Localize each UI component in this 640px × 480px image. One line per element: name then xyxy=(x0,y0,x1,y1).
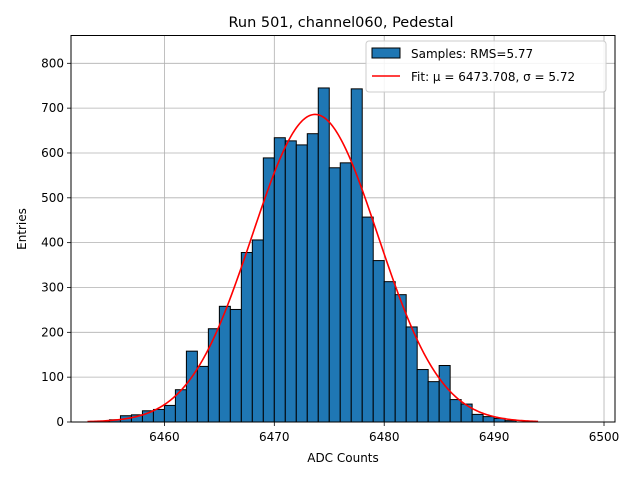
histogram-bar xyxy=(306,133,319,423)
y-tick-label: 500 xyxy=(41,191,64,205)
legend: Samples: RMS=5.77 Fit: μ = 6473.708, σ =… xyxy=(365,40,607,93)
histogram-bar xyxy=(196,365,209,423)
histogram-bar xyxy=(361,216,374,423)
histogram-bar xyxy=(405,326,418,423)
histogram-bar xyxy=(152,408,165,423)
histogram-bar xyxy=(372,260,385,423)
histogram-bar xyxy=(251,239,264,423)
histogram-bar xyxy=(207,328,220,423)
histogram-bar xyxy=(218,305,231,423)
x-tick-label: 6460 xyxy=(149,430,180,444)
x-tick-label: 6480 xyxy=(369,430,400,444)
y-tick-label: 600 xyxy=(41,146,64,160)
histogram-bar xyxy=(273,137,286,423)
legend-fit-label: Fit: μ = 6473.708, σ = 5.72 xyxy=(411,70,575,84)
y-tick-label: 100 xyxy=(41,370,64,384)
y-tick-label: 0 xyxy=(56,415,64,429)
histogram-bar xyxy=(339,162,352,423)
histogram-bar xyxy=(394,294,407,423)
histogram-bar xyxy=(229,308,242,423)
x-tick-label: 6470 xyxy=(259,430,290,444)
y-tick-label: 200 xyxy=(41,325,64,339)
chart-title: Run 501, channel060, Pedestal xyxy=(228,15,453,31)
gaussian-fit-curve xyxy=(87,113,539,423)
y-axis-ticks: 0 100 200 300 400 500 600 700 800 xyxy=(41,56,71,429)
histogram-bar xyxy=(295,144,308,423)
x-tick-label: 6500 xyxy=(589,430,620,444)
plot-frame xyxy=(70,35,616,423)
histogram-bar xyxy=(482,416,495,423)
histogram-bar xyxy=(350,88,363,423)
histogram-bar xyxy=(383,281,396,423)
x-axis-label: ADC Counts xyxy=(307,451,379,465)
y-tick-label: 700 xyxy=(41,101,64,115)
legend-box xyxy=(365,40,607,93)
y-tick-label: 300 xyxy=(41,280,64,294)
y-axis-label: Entries xyxy=(15,208,29,250)
histogram-bar xyxy=(471,413,484,423)
x-tick-label: 6490 xyxy=(479,430,510,444)
histogram-bar xyxy=(449,399,462,423)
x-axis-ticks: 6460 6470 6480 6490 6500 xyxy=(149,422,619,444)
histogram-bar xyxy=(163,404,176,423)
y-tick-label: 800 xyxy=(41,56,64,70)
histogram-bar xyxy=(438,365,451,423)
histogram-bar xyxy=(328,167,341,423)
histogram-bar xyxy=(427,381,440,423)
histogram-bar xyxy=(416,369,429,423)
histogram-bar xyxy=(317,87,330,423)
y-tick-label: 400 xyxy=(41,236,64,250)
legend-samples-label: Samples: RMS=5.77 xyxy=(411,47,533,61)
legend-samples-swatch xyxy=(371,47,401,59)
histogram-bar xyxy=(284,140,297,423)
histogram-bars xyxy=(97,87,517,423)
histogram-bar xyxy=(240,252,253,423)
histogram-bar xyxy=(185,350,198,423)
